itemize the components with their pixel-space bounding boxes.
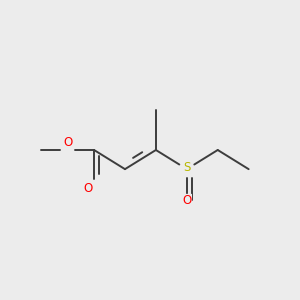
- Text: O: O: [182, 194, 191, 207]
- Text: O: O: [63, 136, 72, 148]
- Text: S: S: [183, 161, 190, 174]
- Text: O: O: [83, 182, 93, 195]
